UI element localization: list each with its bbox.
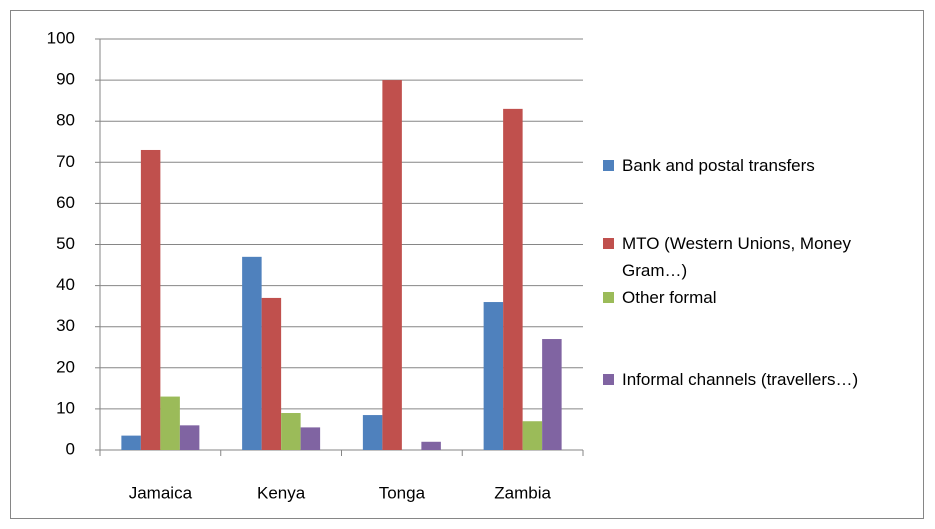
legend-item: Bank and postal transfers bbox=[603, 152, 912, 179]
x-tick-label: Tonga bbox=[379, 483, 426, 502]
legend-swatch bbox=[603, 238, 614, 249]
bar bbox=[242, 256, 262, 450]
legend-label: Informal channels (travellers…) bbox=[622, 370, 859, 389]
y-tick-label: 40 bbox=[56, 275, 75, 294]
bar bbox=[121, 435, 141, 450]
bar bbox=[362, 415, 383, 450]
y-tick-label: 50 bbox=[56, 234, 75, 253]
bar bbox=[421, 441, 441, 450]
legend-item: MTO (Western Unions, Money Gram…) bbox=[603, 230, 912, 284]
y-tick-label: 80 bbox=[56, 111, 75, 130]
y-tick-label: 20 bbox=[56, 357, 75, 376]
y-tick-label: 70 bbox=[56, 152, 75, 171]
y-tick-label: 100 bbox=[47, 28, 75, 47]
legend-swatch bbox=[603, 160, 614, 171]
legend-item: Other formal bbox=[603, 284, 912, 311]
bar bbox=[261, 297, 282, 450]
legend-item: Informal channels (travellers…) bbox=[603, 366, 912, 393]
legend-label: Other formal bbox=[622, 288, 717, 307]
y-tick-label: 90 bbox=[56, 70, 75, 89]
y-tick-label: 10 bbox=[56, 398, 75, 417]
bar bbox=[522, 421, 543, 450]
y-tick-label: 30 bbox=[56, 316, 75, 335]
legend-swatch bbox=[603, 374, 614, 385]
bar bbox=[503, 108, 523, 451]
bar bbox=[542, 339, 562, 450]
legend-swatch bbox=[603, 292, 614, 303]
bar bbox=[140, 149, 161, 450]
bar bbox=[179, 425, 200, 450]
bar bbox=[300, 427, 321, 450]
y-tick-label: 0 bbox=[66, 439, 75, 458]
x-tick-label: Zambia bbox=[494, 483, 551, 502]
x-tick-label: Jamaica bbox=[129, 483, 193, 502]
bar bbox=[483, 302, 504, 450]
legend-label: Bank and postal transfers bbox=[622, 156, 815, 175]
y-tick-label: 60 bbox=[56, 193, 75, 212]
bar bbox=[382, 80, 402, 450]
bar bbox=[281, 413, 301, 450]
bar bbox=[160, 396, 180, 450]
x-tick-label: Kenya bbox=[257, 483, 306, 502]
legend-label: MTO (Western Unions, Money Gram…) bbox=[622, 234, 851, 280]
